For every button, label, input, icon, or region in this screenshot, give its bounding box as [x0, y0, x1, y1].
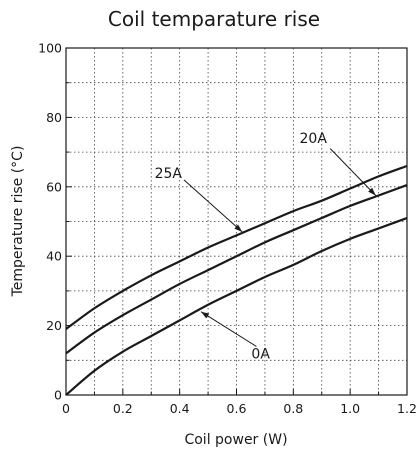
y-tick-label: 20	[46, 318, 62, 333]
annotations: 25A 20A 0A	[155, 131, 377, 362]
annotation-label-20a: 20A	[300, 131, 328, 147]
series-lines	[65, 164, 408, 396]
annotation-arrowhead-0a	[200, 311, 210, 319]
grid	[66, 48, 407, 395]
series-line-25a	[65, 164, 408, 330]
x-tick-label: 0.4	[170, 401, 190, 416]
x-tick-label: 0.2	[113, 401, 133, 416]
x-tick-labels: 0 0.2 0.4 0.6 0.8 1.0 1.2	[62, 401, 417, 416]
chart-title: Coil temparature rise	[108, 7, 320, 31]
annotation-arrow-25a	[183, 179, 243, 233]
x-tick-label: 0.6	[227, 401, 247, 416]
x-axis-title: Coil power (W)	[184, 432, 287, 448]
annotation-arrowhead-25a	[234, 224, 243, 232]
y-tick-labels: 0 20 40 60 80 100	[38, 41, 62, 403]
y-axis-title: Temperature rise (°C)	[10, 146, 26, 298]
annotation-arrow-20a	[329, 148, 377, 196]
x-tick-label: 0	[62, 401, 70, 416]
series-line-20a	[65, 184, 408, 355]
y-tick-label: 60	[46, 179, 62, 194]
annotation-arrow-0a	[200, 311, 257, 347]
x-tick-label: 0.8	[283, 401, 303, 416]
x-tick-label: 1.0	[340, 401, 360, 416]
annotation-label-25a: 25A	[155, 166, 183, 182]
y-tick-label: 100	[38, 41, 62, 56]
series-line-0a	[65, 216, 408, 396]
y-tick-label: 0	[54, 388, 62, 403]
x-tick-label: 1.2	[397, 401, 417, 416]
axis-ticks	[65, 47, 408, 396]
y-tick-label: 40	[46, 249, 62, 264]
annotation-label-0a: 0A	[251, 346, 270, 362]
y-tick-label: 80	[46, 110, 62, 125]
annotation-arrowhead-20a	[368, 187, 376, 196]
